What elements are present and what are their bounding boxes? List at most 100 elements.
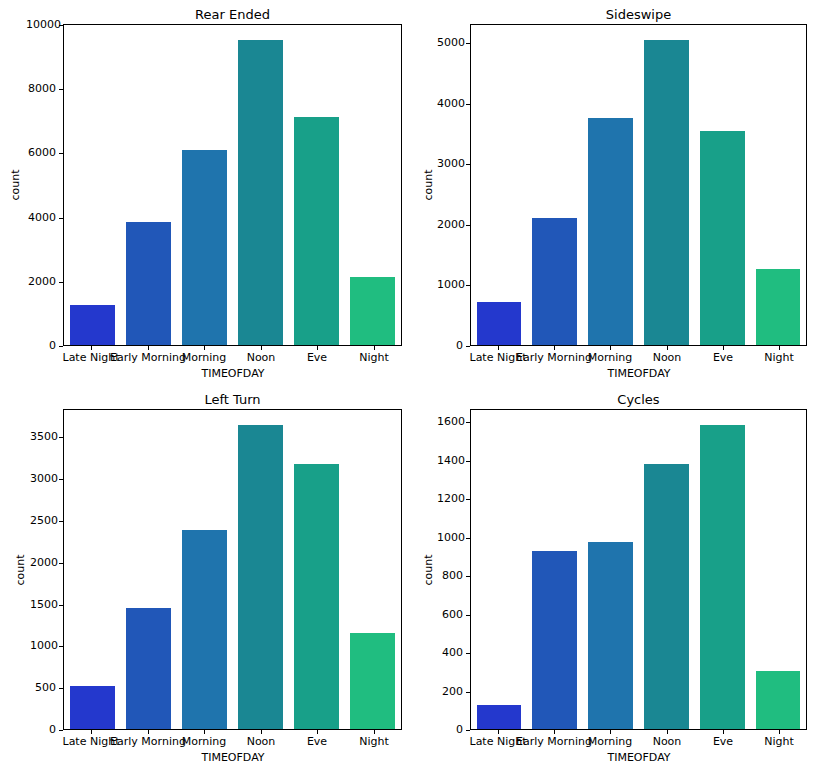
y-tick-label: 2500 — [30, 515, 56, 527]
x-tick-label-night: Night — [764, 352, 794, 364]
y-tick-mark — [59, 282, 63, 283]
y-tick-label: 10000 — [26, 19, 56, 31]
y-tick-mark — [59, 346, 63, 347]
y-tick-label: 8000 — [26, 83, 56, 95]
plot-area-left-turn — [63, 409, 402, 730]
x-tick-mark — [498, 346, 499, 350]
y-axis-label-rear-ended: count — [10, 169, 22, 200]
y-tick-mark — [466, 43, 470, 44]
x-tick-mark — [91, 730, 92, 734]
bar-night — [350, 277, 395, 345]
y-tick-label: 0 — [26, 340, 56, 352]
y-tick-label: 4000 — [26, 212, 56, 224]
x-tick-mark — [204, 730, 205, 734]
bar-late-night — [70, 305, 115, 345]
y-tick-mark — [466, 499, 470, 500]
y-axis-label-cycles: count — [423, 554, 435, 585]
y-tick-mark — [466, 653, 470, 654]
y-tick-mark — [466, 104, 470, 105]
y-tick-label: 3000 — [437, 158, 463, 170]
subplot-title-sideswipe: Sideswipe — [470, 7, 807, 22]
y-tick-mark — [59, 688, 63, 689]
bar-noon — [238, 425, 283, 729]
y-tick-mark — [466, 422, 470, 423]
x-tick-mark — [261, 730, 262, 734]
y-tick-mark — [59, 521, 63, 522]
bar-eve — [294, 117, 339, 345]
y-tick-label: 6000 — [26, 147, 56, 159]
x-tick-mark — [148, 730, 149, 734]
y-tick-label: 2000 — [30, 557, 56, 569]
x-tick-label-early-morning: Early Morning — [516, 736, 592, 748]
y-tick-mark — [59, 479, 63, 480]
y-tick-label: 200 — [437, 686, 463, 698]
y-tick-label: 3500 — [30, 431, 56, 443]
y-tick-label: 3000 — [30, 473, 56, 485]
bar-late-night — [70, 686, 115, 729]
y-axis-label-sideswipe: count — [423, 169, 435, 200]
y-tick-label: 4000 — [437, 98, 463, 110]
y-tick-label: 500 — [30, 682, 56, 694]
x-tick-mark — [317, 730, 318, 734]
bar-noon — [644, 464, 689, 730]
x-tick-label-noon: Noon — [653, 736, 682, 748]
x-tick-mark — [779, 730, 780, 734]
y-tick-mark — [59, 437, 63, 438]
x-tick-mark — [610, 730, 611, 734]
x-tick-label-morning: Morning — [588, 352, 633, 364]
y-tick-mark — [466, 730, 470, 731]
x-axis-label-cycles: TIMEOFDAY — [607, 751, 670, 764]
bar-morning — [182, 150, 227, 345]
subplot-title-left-turn: Left Turn — [63, 392, 402, 407]
x-tick-label-morning: Morning — [182, 736, 227, 748]
x-tick-mark — [91, 346, 92, 350]
y-tick-mark — [466, 285, 470, 286]
x-axis-label-sideswipe: TIMEOFDAY — [607, 367, 670, 380]
y-tick-label: 1000 — [30, 640, 56, 652]
y-tick-mark — [59, 730, 63, 731]
y-tick-mark — [59, 89, 63, 90]
bar-late-night — [477, 302, 522, 345]
x-tick-label-night: Night — [764, 736, 794, 748]
bar-early-morning — [126, 608, 171, 729]
x-tick-label-morning: Morning — [182, 352, 227, 364]
x-tick-mark — [554, 730, 555, 734]
x-tick-label-night: Night — [359, 352, 389, 364]
x-tick-mark — [723, 346, 724, 350]
x-tick-mark — [374, 346, 375, 350]
bar-morning — [182, 530, 227, 729]
y-tick-label: 2000 — [26, 276, 56, 288]
bar-night — [350, 633, 395, 729]
x-tick-label-early-morning: Early Morning — [110, 736, 186, 748]
plot-area-sideswipe — [470, 24, 807, 346]
x-axis-label-left-turn: TIMEOFDAY — [201, 751, 264, 764]
bar-morning — [588, 542, 633, 729]
y-tick-label: 400 — [437, 647, 463, 659]
bar-noon — [238, 40, 283, 345]
x-tick-mark — [667, 730, 668, 734]
bar-eve — [294, 464, 339, 729]
x-tick-label-noon: Noon — [247, 352, 276, 364]
x-tick-mark — [204, 346, 205, 350]
bar-early-morning — [532, 551, 577, 729]
bar-chart-grid: Rear Ended0200040006000800010000Late Nig… — [0, 0, 840, 778]
y-tick-mark — [59, 218, 63, 219]
y-tick-label: 1000 — [437, 279, 463, 291]
x-tick-mark — [317, 346, 318, 350]
x-tick-mark — [374, 730, 375, 734]
bar-night — [756, 671, 801, 729]
x-tick-label-eve: Eve — [307, 736, 327, 748]
x-tick-mark — [554, 346, 555, 350]
bar-late-night — [477, 705, 522, 729]
y-tick-mark — [59, 563, 63, 564]
bar-noon — [644, 40, 689, 345]
y-tick-mark — [466, 225, 470, 226]
y-tick-mark — [59, 605, 63, 606]
bar-night — [756, 269, 801, 345]
x-tick-mark — [779, 346, 780, 350]
bar-morning — [588, 118, 633, 345]
y-axis-label-left-turn: count — [15, 554, 27, 585]
y-tick-label: 1600 — [437, 416, 463, 428]
y-tick-label: 1200 — [437, 493, 463, 505]
y-tick-mark — [466, 164, 470, 165]
